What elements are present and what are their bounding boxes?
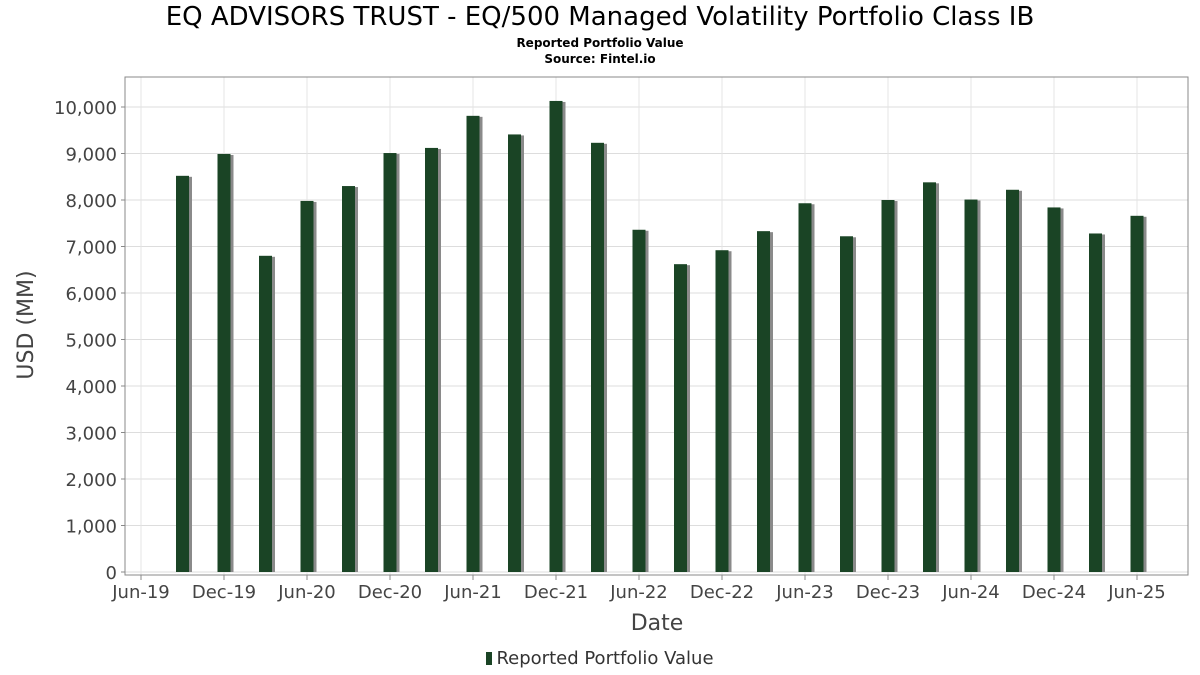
legend: Reported Portfolio Value [0,648,1200,669]
chart-source: Source: Fintel.io [544,52,656,66]
x-tick-label: Jun-20 [277,582,336,603]
bar [1047,207,1061,572]
legend-label: Reported Portfolio Value [496,648,714,669]
y-tick-label: 4,000 [65,377,117,398]
bar [300,200,314,572]
bar [383,153,397,572]
y-tick-label: 3,000 [65,424,117,445]
x-tick-label: Dec-23 [856,582,920,603]
bar [674,264,687,572]
bar [591,142,604,572]
y-tick-label: 9,000 [65,145,117,166]
x-tick-label: Dec-22 [690,582,754,603]
bar [549,100,563,572]
y-tick-label: 2,000 [65,470,117,491]
y-tick-label: 0 [106,563,117,584]
x-tick-label: Jun-21 [443,582,502,603]
x-tick-label: Dec-20 [358,582,422,603]
x-tick-label: Jun-24 [941,582,1000,603]
grid-layer [125,77,1188,575]
bar [840,236,853,572]
legend-swatch [486,652,493,665]
bar [1006,189,1019,572]
y-axis-label: USD (MM) [14,270,39,379]
chart-subtitle: Reported Portfolio Value [516,36,684,50]
plot-frame [124,76,1189,576]
x-axis-label: Date [631,611,684,636]
bar [508,134,521,572]
x-tick-label: Jun-23 [775,582,834,603]
x-tick-label: Jun-22 [609,582,668,603]
bar [342,186,355,573]
bar [425,147,438,573]
bar [176,175,189,572]
bar [1089,233,1102,573]
bar [757,231,770,572]
y-tick-label: 5,000 [65,331,117,352]
bar [259,255,272,573]
x-tick-label: Dec-24 [1022,582,1086,603]
bar [466,115,480,573]
bar [798,203,812,572]
bar [923,182,936,572]
bar [881,200,895,572]
bar [964,199,978,572]
y-tick-label: 6,000 [65,284,117,305]
y-tick-label: 10,000 [54,98,117,119]
chart-title: EQ ADVISORS TRUST - EQ/500 Managed Volat… [165,2,1035,32]
x-tick-label: Dec-21 [524,582,588,603]
x-tick-label: Dec-19 [192,582,256,603]
axes-layer: 0 1,000 2,000 3,000 4,000 5,000 6,000 7,000 8,00… [54,98,1166,603]
x-tick-label: Jun-25 [1107,582,1166,603]
x-tick-label: Jun-19 [111,582,170,603]
bar [217,153,231,572]
bar [632,229,646,572]
bar [1130,215,1144,572]
bars-layer [176,100,1147,573]
y-tick-label: 7,000 [65,238,117,259]
y-tick-label: 1,000 [65,517,117,538]
bar [715,250,729,572]
y-tick-label: 8,000 [65,191,117,212]
